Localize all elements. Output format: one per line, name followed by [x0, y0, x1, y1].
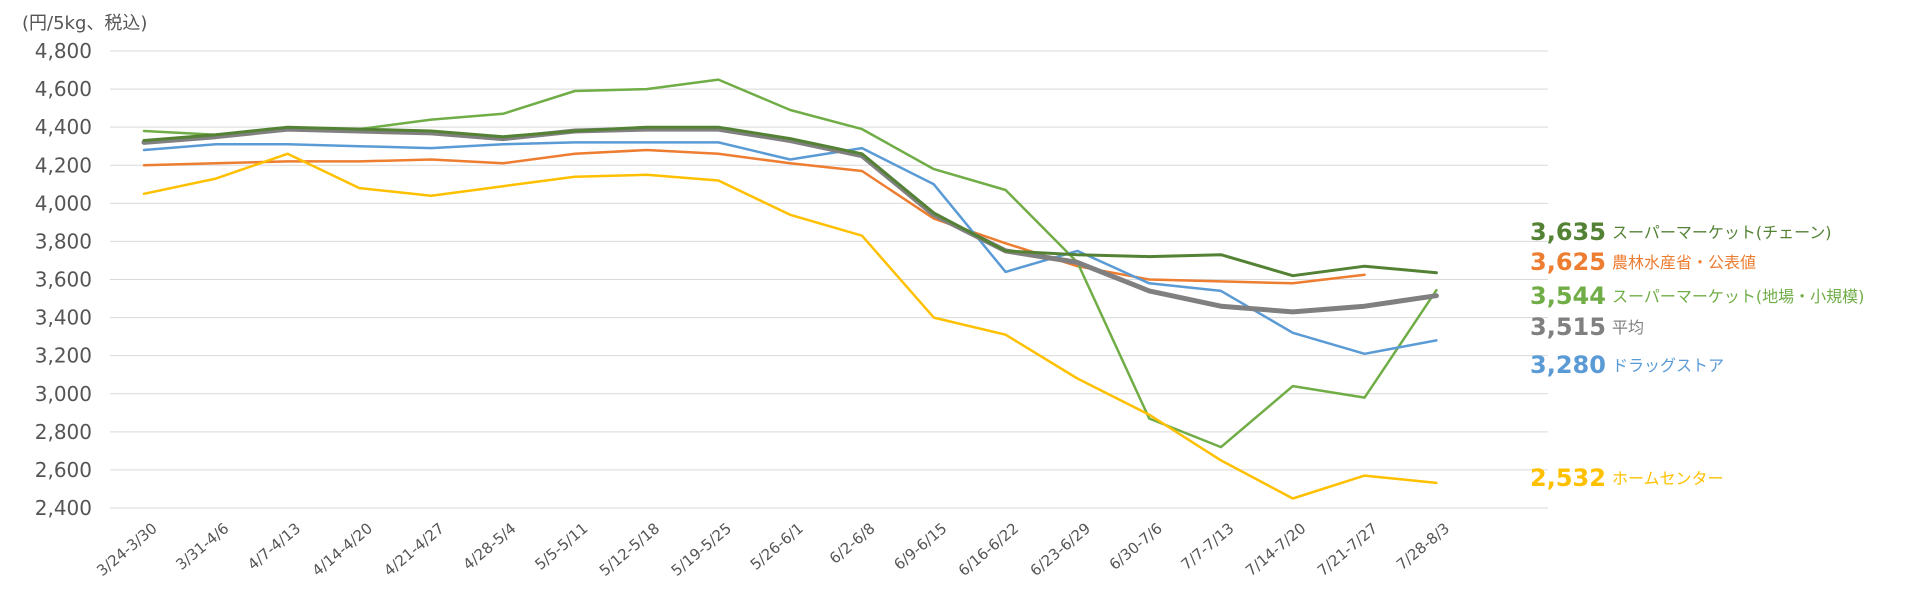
y-tick-label: 3,400: [35, 306, 92, 330]
x-tick-label: 6/30-7/6: [1106, 519, 1166, 573]
legend-labels: 3,635 スーパーマーケット(チェーン) 3,625 農林水産省・公表値 3,544 ス…: [1530, 218, 1864, 492]
y-tick-label: 4,800: [35, 39, 92, 63]
x-tick-label: 4/28-5/4: [460, 519, 520, 573]
x-tick-label: 4/14-4/20: [309, 519, 376, 580]
x-tick-label: 5/26-6/1: [747, 519, 807, 573]
series-line-2: [142, 78, 1438, 449]
y-tick-label: 3,200: [35, 344, 92, 368]
x-tick-label: 4/21-4/27: [380, 519, 447, 580]
series-end-value: 3,625: [1530, 248, 1606, 276]
unit-label: (円/5kg、税込): [22, 13, 147, 34]
x-axis: 3/24-3/30 3/31-4/6 4/7-4/13 4/14-4/20 4/21-4…: [93, 519, 1453, 580]
series-end-value: 3,544: [1530, 282, 1606, 310]
series-line-3: [141, 126, 1439, 315]
series-layer: [141, 78, 1439, 500]
x-tick-label: 7/28-8/3: [1393, 519, 1453, 573]
x-tick-label: 4/7-4/13: [244, 519, 304, 573]
y-tick-label: 4,400: [35, 115, 92, 139]
series-line-1: [142, 148, 1366, 285]
x-tick-label: 7/21-7/27: [1314, 519, 1381, 580]
y-tick-label: 3,800: [35, 229, 92, 253]
x-tick-label: 3/24-3/30: [93, 519, 160, 580]
x-tick-label: 5/5-5/11: [531, 519, 591, 573]
series-end-value: 3,515: [1530, 313, 1606, 341]
x-tick-label: 6/23-6/29: [1027, 519, 1094, 580]
y-tick-label: 4,600: [35, 77, 92, 101]
series-line-0: [142, 125, 1438, 278]
y-tick-label: 2,800: [35, 420, 92, 444]
series-end-name: スーパーマーケット(地場・小規模): [1612, 287, 1864, 306]
series-line-4: [142, 141, 1438, 356]
grid-layer: [110, 50, 1548, 509]
series-end-name: スーパーマーケット(チェーン): [1612, 223, 1832, 242]
x-tick-label: 5/12-5/18: [596, 519, 663, 580]
series-line-5: [142, 152, 1438, 500]
y-tick-label: 2,400: [35, 496, 92, 520]
series-end-value: 3,280: [1530, 351, 1606, 379]
x-tick-label: 5/19-5/25: [668, 519, 735, 580]
series-end-value: 3,635: [1530, 218, 1606, 246]
x-tick-label: 6/2-6/8: [826, 519, 879, 567]
y-tick-label: 2,600: [35, 458, 92, 482]
series-end-name: 農林水産省・公表値: [1612, 253, 1756, 272]
x-tick-label: 7/14-7/20: [1242, 519, 1309, 580]
y-tick-label: 4,000: [35, 191, 92, 215]
y-tick-label: 3,600: [35, 268, 92, 292]
x-tick-label: 6/9-6/15: [890, 519, 950, 573]
x-tick-label: 3/31-4/6: [172, 519, 232, 573]
y-tick-label: 3,000: [35, 382, 92, 406]
y-axis: 4,800 4,600 4,400 4,200 4,000 3,800 3,600 3,400…: [35, 39, 92, 520]
x-tick-label: 6/16-6/22: [955, 519, 1022, 580]
series-end-name: ホームセンター: [1612, 469, 1724, 488]
series-end-value: 2,532: [1530, 464, 1606, 492]
series-end-name: ドラッグストア: [1612, 356, 1724, 375]
x-tick-label: 7/7-7/13: [1178, 519, 1238, 573]
y-tick-label: 4,200: [35, 153, 92, 177]
series-end-name: 平均: [1612, 318, 1644, 337]
